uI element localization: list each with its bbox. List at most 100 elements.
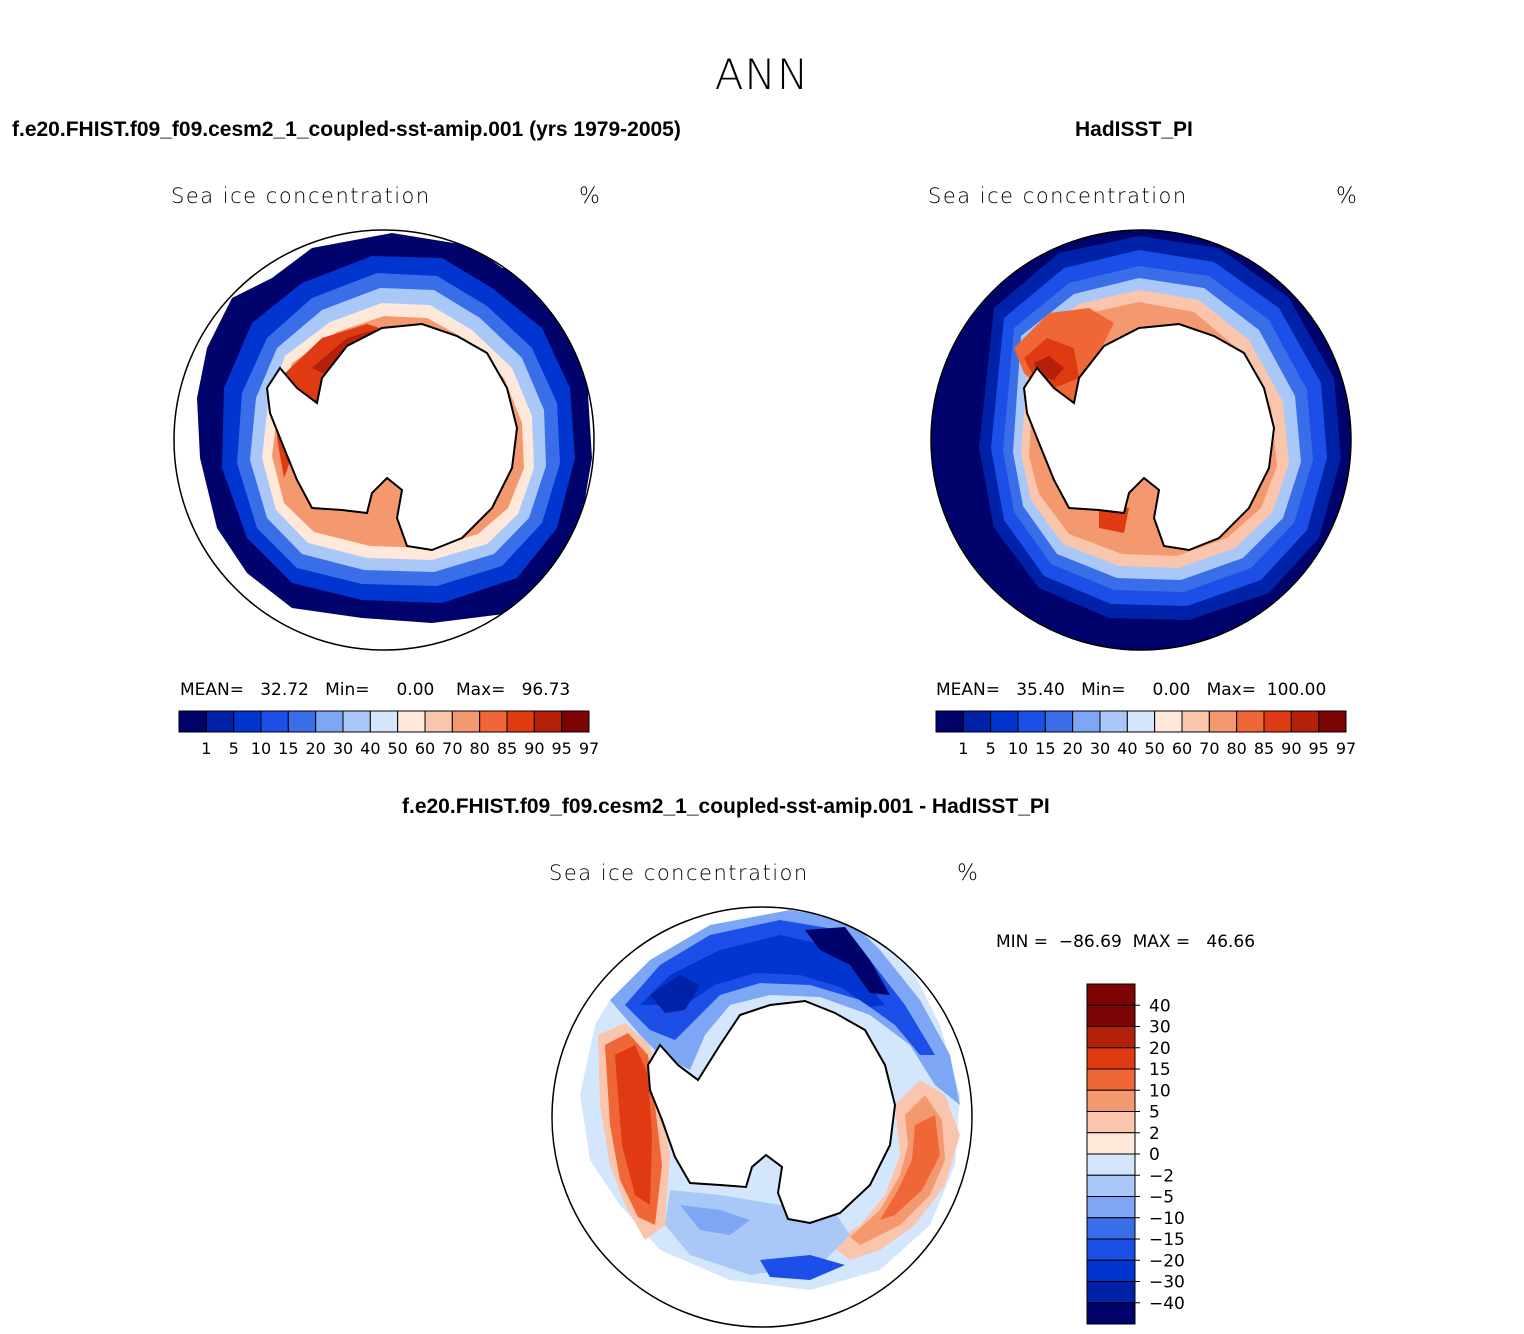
diff-colorbar-swatch [1086,1111,1136,1134]
model-colorbar-tick-label: 97 [579,739,599,758]
figure-title: ANN [714,50,810,99]
model-colorbar-tick-label: 10 [251,739,271,758]
obs-colorbar-tick-label: 15 [1035,739,1055,758]
diff-colorbar-tick-label: −20 [1149,1251,1185,1271]
obs-colorbar-swatch [1181,710,1210,733]
obs-stats: MEAN= 35.40 Min= 0.00 Max= 100.00 [936,680,1327,700]
model-colorbar-swatch [178,710,207,733]
model-colorbar-tick-label: 95 [551,739,571,758]
model-colorbar-swatch [233,710,262,733]
diff-colorbar-swatch [1086,1302,1136,1325]
obs-colorbar-swatch [1044,710,1074,733]
model-colorbar-tick-label: 1 [201,739,211,758]
obs-colorbar-tick-label: 80 [1226,739,1246,758]
diff-colorbar-tick-label: −40 [1149,1294,1185,1314]
diff-colorbar-swatch [1086,1047,1136,1070]
model-colorbar-tick-label: 70 [442,739,462,758]
diff-case-title: f.e20.FHIST.f09_f09.cesm2_1_coupled-sst-… [402,795,1050,818]
model-colorbar-tick-label: 60 [415,739,435,758]
obs-colorbar-swatch [1290,710,1320,733]
diff-stats: MIN = −86.69 MAX = 46.66 [996,932,1256,952]
model-colorbar-swatch [287,710,317,733]
diff-polar-map [551,906,973,1328]
diff-colorbar-tick-label: −5 [1149,1188,1174,1208]
diff-colorbar-tick-label: 0 [1149,1145,1160,1165]
model-colorbar-swatch [561,710,590,733]
obs-colorbar-tick-label: 1 [958,739,968,758]
diff-colorbar-tick-label: 2 [1149,1124,1160,1144]
obs-colorbar-swatch [1154,710,1183,733]
diff-colorbar-swatch [1086,1281,1136,1304]
model-case-title: f.e20.FHIST.f09_f09.cesm2_1_coupled-sst-… [12,118,681,141]
diff-colorbar-tick-label: −10 [1149,1209,1185,1229]
model-colorbar: 1 5 10 15 20 30 40 50 60 70 80 85 90 95 97 [178,710,599,758]
obs-colorbar-tick-label: 5 [986,739,996,758]
diff-colorbar-swatch [1086,1068,1136,1091]
obs-colorbar-tick-label: 97 [1336,739,1356,758]
model-colorbar-tick-label: 40 [360,739,380,758]
obs-colorbar-swatch [1099,710,1128,733]
diff-variable-label: Sea ice concentration [549,861,809,885]
model-colorbar-tick-label: 90 [524,739,544,758]
model-stats: MEAN= 32.72 Min= 0.00 Max= 96.73 [180,680,571,700]
diff-colorbar-tick-label: 20 [1149,1039,1171,1059]
model-colorbar-swatch [424,710,453,733]
diff-colorbar-tick-label: −30 [1149,1273,1185,1293]
diff-colorbar-swatch [1086,1259,1136,1282]
obs-colorbar-swatch [1236,710,1265,733]
obs-colorbar-tick-label: 95 [1308,739,1328,758]
diff-colorbar-swatch [1086,1132,1136,1155]
obs-colorbar: 1 5 10 15 20 30 40 50 60 70 80 85 90 95 97 [935,710,1356,758]
obs-colorbar-tick-label: 10 [1008,739,1028,758]
model-colorbar-swatch [369,710,399,733]
diff-colorbar-swatch [1086,1026,1136,1049]
obs-colorbar-tick-label: 40 [1117,739,1137,758]
obs-case-title: HadISST_PI [1075,118,1193,141]
model-colorbar-swatch [506,710,535,733]
diff-colorbar-swatch [1086,1196,1136,1219]
model-colorbar-tick-label: 50 [387,739,407,758]
model-colorbar-tick-label: 20 [305,739,325,758]
diff-colorbar-tick-label: 40 [1149,996,1171,1016]
diff-colorbar-tick-label: 5 [1149,1103,1160,1123]
obs-colorbar-swatch [1318,710,1347,733]
model-colorbar-tick-label: 85 [497,739,517,758]
diff-colorbar-tick-label: −2 [1149,1166,1174,1186]
diff-colorbar-swatch [1086,1238,1136,1261]
obs-colorbar-tick-label: 70 [1199,739,1219,758]
obs-variable-label: Sea ice concentration [928,184,1188,208]
model-colorbar-swatch [451,710,481,733]
obs-colorbar-swatch [1263,710,1292,733]
obs-colorbar-swatch [1208,710,1238,733]
obs-unit-label: % [1336,184,1357,209]
model-colorbar-swatch [260,710,289,733]
obs-colorbar-tick-label: 60 [1172,739,1192,758]
model-variable-label: Sea ice concentration [171,184,431,208]
diff-colorbar-tick-label: 10 [1149,1081,1171,1101]
obs-colorbar-swatch [990,710,1019,733]
obs-colorbar-tick-label: 30 [1090,739,1110,758]
obs-polar-map [930,229,1352,651]
diff-colorbar-swatch [1086,1153,1136,1176]
model-colorbar-tick-label: 5 [229,739,239,758]
obs-colorbar-swatch [1017,710,1046,733]
model-colorbar-tick-label: 80 [469,739,489,758]
model-colorbar-tick-label: 15 [278,739,298,758]
diff-colorbar-swatch [1086,983,1136,1006]
obs-colorbar-tick-label: 20 [1062,739,1082,758]
obs-colorbar-swatch [1072,710,1101,733]
model-unit-label: % [579,184,600,209]
diff-unit-label: % [957,861,978,886]
obs-colorbar-tick-label: 90 [1281,739,1301,758]
obs-colorbar-swatch [962,710,992,733]
diff-colorbar-tick-label: 15 [1149,1060,1171,1080]
obs-colorbar-tick-label: 85 [1254,739,1274,758]
diff-colorbar-swatch [1086,1174,1136,1197]
diff-colorbar-tick-label: −15 [1149,1230,1185,1250]
obs-colorbar-swatch [935,710,964,733]
diff-colorbar-swatch [1086,1004,1136,1027]
model-polar-map [173,229,595,651]
obs-colorbar-tick-label: 50 [1144,739,1164,758]
model-colorbar-swatch [315,710,344,733]
